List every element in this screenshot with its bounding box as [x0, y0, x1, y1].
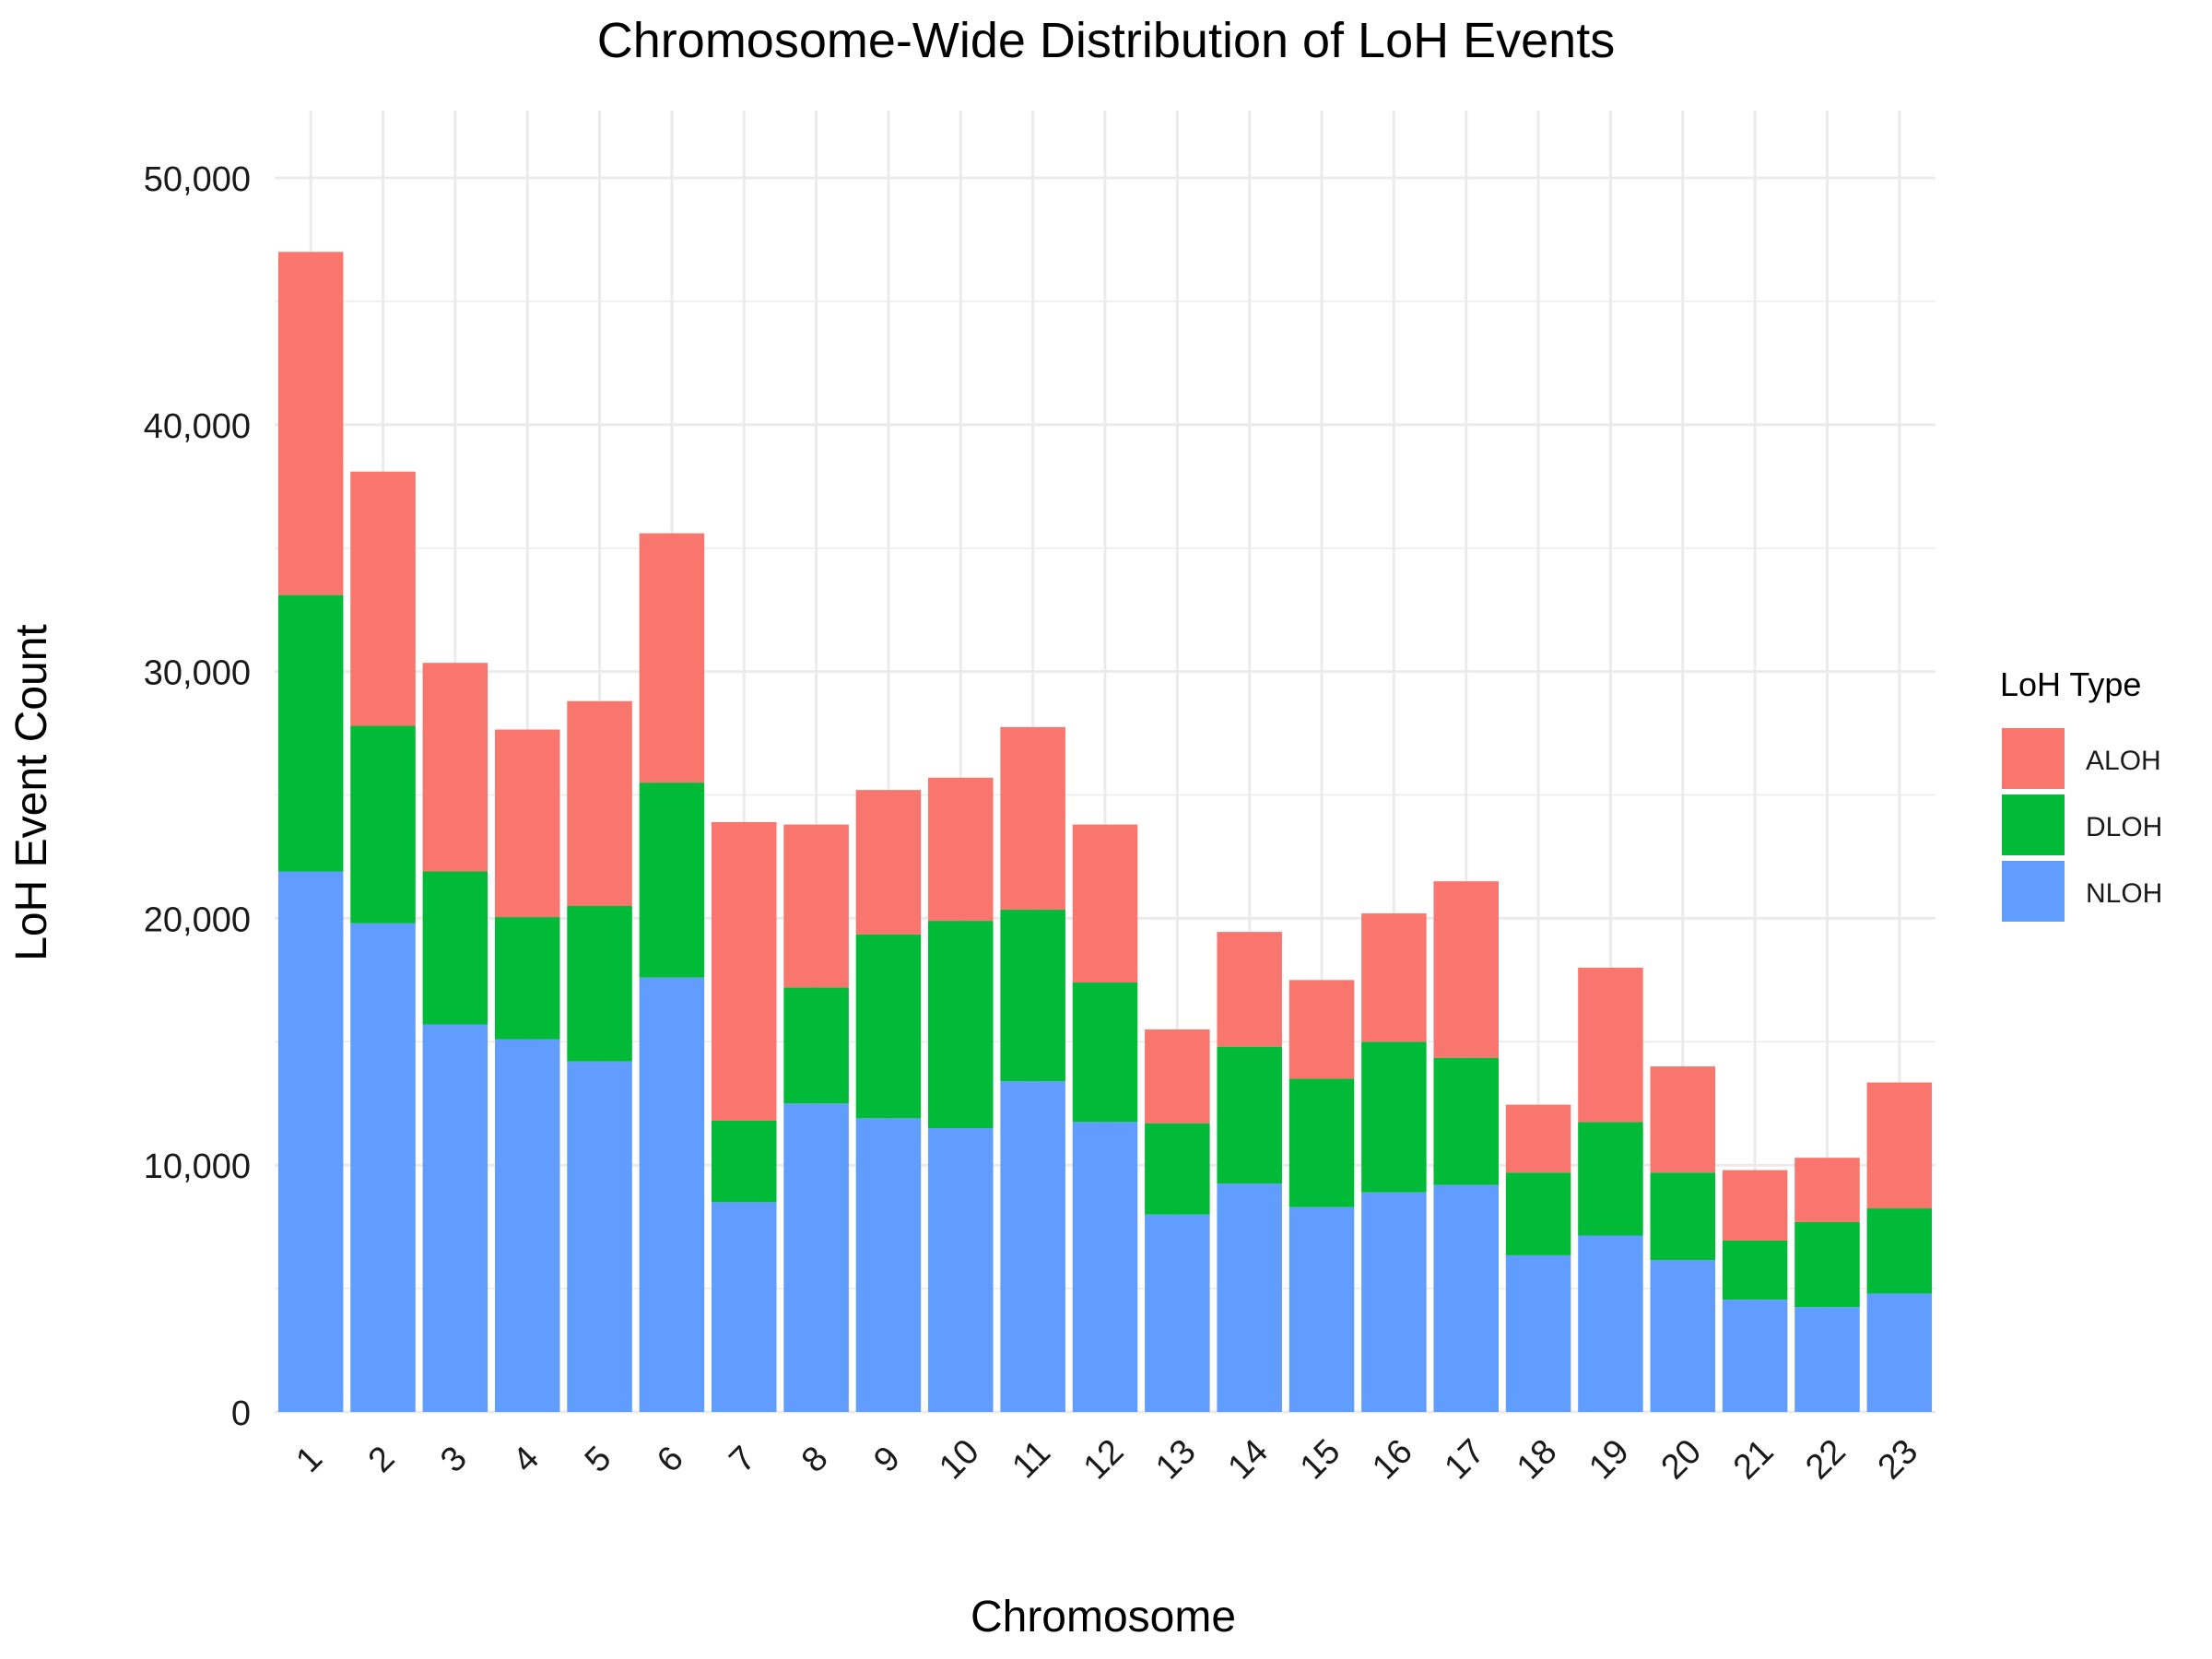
bar-aloh-chr-5 — [567, 700, 632, 907]
bars — [277, 252, 1933, 1412]
bar-aloh-chr-2 — [350, 471, 416, 726]
bar-aloh-chr-12 — [1072, 824, 1138, 983]
bar-dloh-chr-18 — [1505, 1172, 1571, 1255]
bar-aloh-chr-14 — [1217, 932, 1282, 1047]
bar-dloh-chr-5 — [567, 906, 632, 1062]
bar-dloh-chr-4 — [494, 917, 560, 1040]
bar-aloh-chr-17 — [1433, 881, 1499, 1058]
bar-dloh-chr-2 — [350, 725, 416, 924]
bar-nloh-chr-10 — [928, 1128, 994, 1412]
legend-title: LoH Type — [2000, 665, 2141, 703]
x-axis-label: Chromosome — [971, 1593, 1236, 1641]
bar-dloh-chr-17 — [1433, 1057, 1499, 1185]
bar-nloh-chr-3 — [422, 1024, 488, 1412]
bar-aloh-chr-13 — [1145, 1029, 1210, 1124]
bar-aloh-chr-21 — [1722, 1170, 1788, 1241]
legend-label-dloh: DLOH — [2086, 812, 2162, 842]
bar-dloh-chr-10 — [928, 921, 994, 1129]
legend: LoH Type ALOH DLOH NLOH — [2000, 665, 2162, 922]
bar-nloh-chr-2 — [350, 923, 416, 1412]
bar-dloh-chr-16 — [1361, 1041, 1427, 1193]
bar-nloh-chr-21 — [1722, 1300, 1788, 1412]
bar-aloh-chr-18 — [1505, 1104, 1571, 1173]
bar-dloh-chr-21 — [1722, 1240, 1788, 1300]
y-axis-ticks: 0 10,000 20,000 30,000 40,000 50,000 — [144, 160, 251, 1433]
bar-aloh-chr-16 — [1361, 913, 1427, 1042]
bar-dloh-chr-11 — [1000, 910, 1065, 1082]
y-axis-label: LoH Event Count — [7, 624, 56, 961]
bar-aloh-chr-23 — [1866, 1082, 1933, 1209]
chart-title: Chromosome-Wide Distribution of LoH Even… — [597, 13, 1615, 68]
bar-nloh-chr-5 — [567, 1061, 632, 1412]
legend-swatch-nloh — [2002, 861, 2065, 922]
bar-aloh-chr-10 — [928, 777, 994, 922]
bar-nloh-chr-19 — [1578, 1235, 1643, 1412]
bar-nloh-chr-17 — [1433, 1184, 1499, 1412]
bar-aloh-chr-6 — [639, 533, 705, 783]
bar-aloh-chr-15 — [1288, 980, 1355, 1079]
bar-dloh-chr-7 — [712, 1120, 777, 1203]
bar-dloh-chr-3 — [422, 871, 488, 1025]
y-tick-label: 40,000 — [144, 407, 251, 446]
bar-dloh-chr-12 — [1072, 982, 1138, 1123]
bar-nloh-chr-11 — [1000, 1081, 1065, 1412]
bar-dloh-chr-8 — [783, 987, 849, 1104]
bar-aloh-chr-4 — [494, 729, 560, 918]
bar-dloh-chr-23 — [1866, 1208, 1933, 1294]
legend-label-aloh: ALOH — [2086, 746, 2161, 776]
bar-nloh-chr-12 — [1072, 1122, 1138, 1412]
bar-dloh-chr-14 — [1217, 1046, 1282, 1184]
bar-nloh-chr-23 — [1866, 1293, 1933, 1412]
bar-aloh-chr-20 — [1650, 1066, 1716, 1173]
legend-label-nloh: NLOH — [2086, 878, 2162, 909]
bar-aloh-chr-9 — [855, 790, 922, 935]
bar-nloh-chr-1 — [277, 871, 344, 1412]
bar-aloh-chr-22 — [1794, 1158, 1860, 1222]
legend-swatch-dloh — [2002, 794, 2065, 855]
bar-nloh-chr-20 — [1650, 1260, 1716, 1412]
bar-nloh-chr-14 — [1217, 1183, 1282, 1412]
bar-nloh-chr-6 — [639, 977, 705, 1412]
bar-aloh-chr-7 — [712, 821, 777, 1121]
bar-nloh-chr-4 — [494, 1039, 560, 1412]
bar-dloh-chr-13 — [1145, 1123, 1210, 1215]
bar-nloh-chr-15 — [1288, 1206, 1355, 1412]
bar-dloh-chr-9 — [855, 934, 922, 1119]
bar-aloh-chr-19 — [1578, 967, 1643, 1123]
bar-aloh-chr-3 — [422, 663, 488, 872]
bar-dloh-chr-22 — [1794, 1221, 1860, 1308]
bar-aloh-chr-8 — [783, 824, 849, 988]
bar-aloh-chr-11 — [1000, 726, 1065, 911]
bar-nloh-chr-7 — [712, 1202, 777, 1412]
bar-dloh-chr-15 — [1288, 1078, 1355, 1207]
bar-nloh-chr-9 — [855, 1118, 922, 1412]
bar-dloh-chr-20 — [1650, 1172, 1716, 1261]
legend-swatch-aloh — [2002, 728, 2065, 789]
y-tick-label: 10,000 — [144, 1147, 251, 1186]
bar-nloh-chr-22 — [1794, 1307, 1860, 1412]
bar-aloh-chr-1 — [277, 252, 344, 595]
y-tick-label: 50,000 — [144, 160, 251, 199]
y-tick-label: 0 — [231, 1394, 251, 1433]
bar-nloh-chr-13 — [1145, 1214, 1210, 1412]
bar-nloh-chr-18 — [1505, 1254, 1571, 1412]
bar-nloh-chr-8 — [783, 1103, 849, 1412]
y-tick-label: 20,000 — [144, 900, 251, 939]
bar-nloh-chr-16 — [1361, 1192, 1427, 1412]
y-tick-label: 30,000 — [144, 654, 251, 693]
bar-dloh-chr-6 — [639, 782, 705, 978]
bar-dloh-chr-19 — [1578, 1122, 1643, 1236]
bar-dloh-chr-1 — [277, 594, 344, 872]
